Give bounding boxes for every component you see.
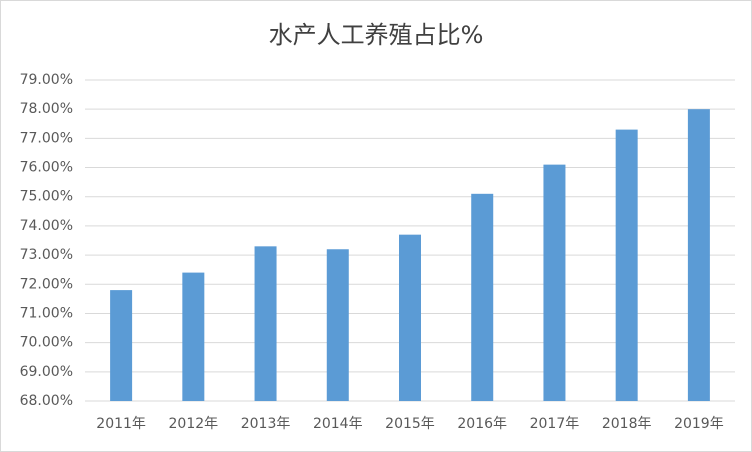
y-tick-label: 72.00% (20, 276, 73, 292)
y-tick-label: 74.00% (20, 218, 73, 234)
x-tick-label: 2019年 (674, 416, 724, 432)
y-tick-label: 68.00% (20, 393, 73, 409)
x-tick-label: 2012年 (169, 416, 219, 432)
y-tick-label: 70.00% (20, 335, 73, 351)
x-tick-label: 2014年 (313, 416, 363, 432)
y-tick-label: 75.00% (20, 189, 73, 205)
chart-title: 水产人工养殖占比% (269, 21, 484, 49)
x-tick-label: 2013年 (241, 416, 291, 432)
bar (615, 129, 638, 402)
bar (471, 193, 494, 401)
bar (110, 290, 133, 401)
y-tick-label: 73.00% (20, 247, 73, 263)
y-tick-label: 76.00% (20, 160, 73, 176)
x-tick-label: 2017年 (530, 416, 580, 432)
y-tick-label: 77.00% (20, 130, 73, 146)
y-tick-label: 79.00% (20, 72, 73, 88)
bar (254, 246, 277, 401)
x-tick-label: 2015年 (385, 416, 435, 432)
y-tick-label: 71.00% (20, 305, 73, 321)
y-tick-label: 69.00% (20, 364, 73, 380)
bar (687, 109, 710, 401)
x-tick-label: 2016年 (457, 416, 507, 432)
bar (399, 234, 421, 401)
x-tick-label: 2011年 (96, 416, 146, 432)
bar (182, 272, 205, 401)
bar (543, 164, 566, 401)
bar (326, 249, 349, 401)
y-tick-label: 78.00% (20, 101, 73, 117)
x-tick-label: 2018年 (602, 416, 652, 432)
